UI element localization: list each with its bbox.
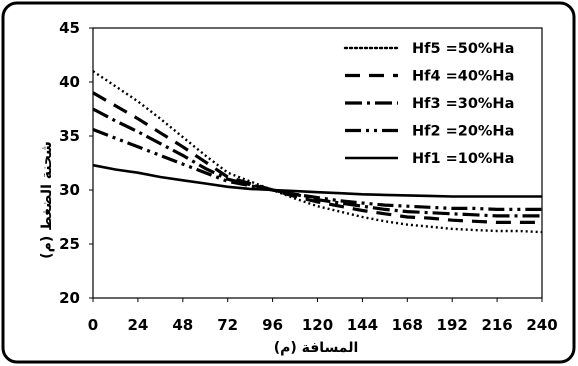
y-axis-title: شحنة الضغط (م) bbox=[39, 141, 55, 259]
x-tick-label: 24 bbox=[127, 316, 148, 334]
x-axis-title: المسافة (م) bbox=[274, 340, 359, 356]
legend-label: Hf2 =20%Ha bbox=[412, 124, 514, 140]
x-axis-ticks: 0 24 48 72 96 120 144 168 192 216 240 bbox=[88, 298, 558, 334]
x-tick-label: 192 bbox=[437, 316, 468, 334]
x-tick-label: 240 bbox=[526, 316, 557, 334]
x-tick-label: 48 bbox=[172, 316, 193, 334]
x-tick-label: 72 bbox=[217, 316, 238, 334]
legend-label: Hf5 =50%Ha bbox=[412, 41, 514, 57]
series-line-hf5 bbox=[92, 70, 543, 234]
series-lines bbox=[92, 70, 543, 234]
legend-label: Hf1 =10%Ha bbox=[412, 151, 514, 167]
y-tick-label: 45 bbox=[59, 19, 80, 37]
y-tick-label: 25 bbox=[59, 235, 80, 253]
legend-label: Hf3 =30%Ha bbox=[412, 96, 514, 112]
legend-label: Hf4 =40%Ha bbox=[412, 69, 514, 85]
y-tick-label: 40 bbox=[59, 73, 80, 91]
series-line-hf1 bbox=[92, 163, 542, 198]
x-tick-label: 0 bbox=[88, 316, 98, 334]
y-tick-label: 20 bbox=[59, 289, 80, 307]
x-tick-label: 216 bbox=[481, 316, 512, 334]
x-tick-label: 168 bbox=[392, 316, 423, 334]
series-line-hf3 bbox=[92, 107, 542, 218]
y-axis-ticks: 20 25 30 35 40 45 bbox=[59, 19, 93, 307]
series-line-hf2 bbox=[92, 128, 542, 211]
x-tick-label: 120 bbox=[302, 316, 333, 334]
legend: Hf5 =50%Ha Hf4 =40%Ha Hf3 =30%Ha Hf2 =20%Ha… bbox=[343, 41, 514, 167]
y-tick-label: 30 bbox=[59, 181, 80, 199]
y-tick-label: 35 bbox=[59, 127, 80, 145]
series-line-hf4 bbox=[92, 91, 542, 224]
x-tick-label: 96 bbox=[262, 316, 283, 334]
x-tick-label: 144 bbox=[347, 316, 378, 334]
